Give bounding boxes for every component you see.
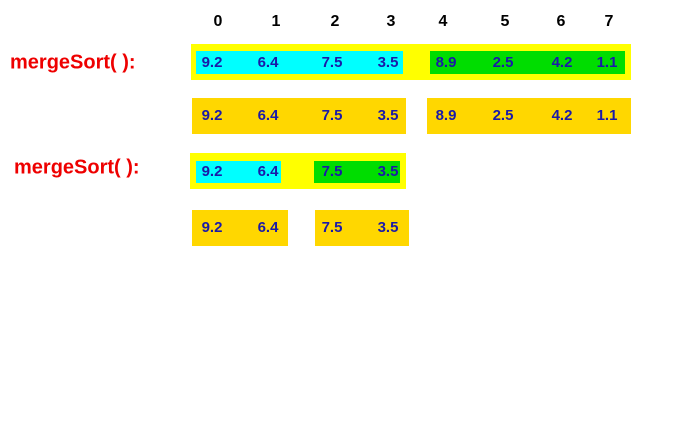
right-array xyxy=(315,210,409,246)
index-label: 0 xyxy=(214,13,223,30)
left-half xyxy=(196,161,281,183)
index-label: 4 xyxy=(439,13,448,30)
value: 8.9 xyxy=(436,54,457,71)
value: 9.2 xyxy=(202,54,223,71)
value: 7.5 xyxy=(322,54,343,71)
call-label: mergeSort( ): xyxy=(10,51,136,73)
index-label: 7 xyxy=(605,13,614,30)
index-label: 6 xyxy=(557,13,566,30)
value: 2.5 xyxy=(493,54,514,71)
value: 3.5 xyxy=(378,54,399,71)
value: 3.5 xyxy=(378,163,399,180)
value: 1.1 xyxy=(597,107,618,124)
call-label: mergeSort( ): xyxy=(14,156,140,178)
index-label: 1 xyxy=(272,13,281,30)
left-array xyxy=(192,210,288,246)
value: 9.2 xyxy=(202,107,223,124)
value: 9.2 xyxy=(202,219,223,236)
value: 7.5 xyxy=(322,107,343,124)
value: 3.5 xyxy=(378,107,399,124)
value: 2.5 xyxy=(493,107,514,124)
value: 7.5 xyxy=(322,219,343,236)
left-array xyxy=(192,98,406,134)
value: 1.1 xyxy=(597,54,618,71)
right-half xyxy=(314,161,400,183)
right-half xyxy=(430,51,625,74)
value: 6.4 xyxy=(258,163,280,180)
index-label: 2 xyxy=(331,13,340,30)
value: 6.4 xyxy=(258,107,280,124)
value: 4.2 xyxy=(552,54,573,71)
value: 9.2 xyxy=(202,163,223,180)
value: 3.5 xyxy=(378,219,399,236)
index-label: 5 xyxy=(501,13,510,30)
value: 6.4 xyxy=(258,219,280,236)
value: 4.2 xyxy=(552,107,573,124)
value: 7.5 xyxy=(322,163,343,180)
index-label: 3 xyxy=(387,13,396,30)
value: 8.9 xyxy=(436,107,457,124)
value: 6.4 xyxy=(258,54,280,71)
right-array xyxy=(427,98,631,134)
left-half xyxy=(196,51,403,74)
